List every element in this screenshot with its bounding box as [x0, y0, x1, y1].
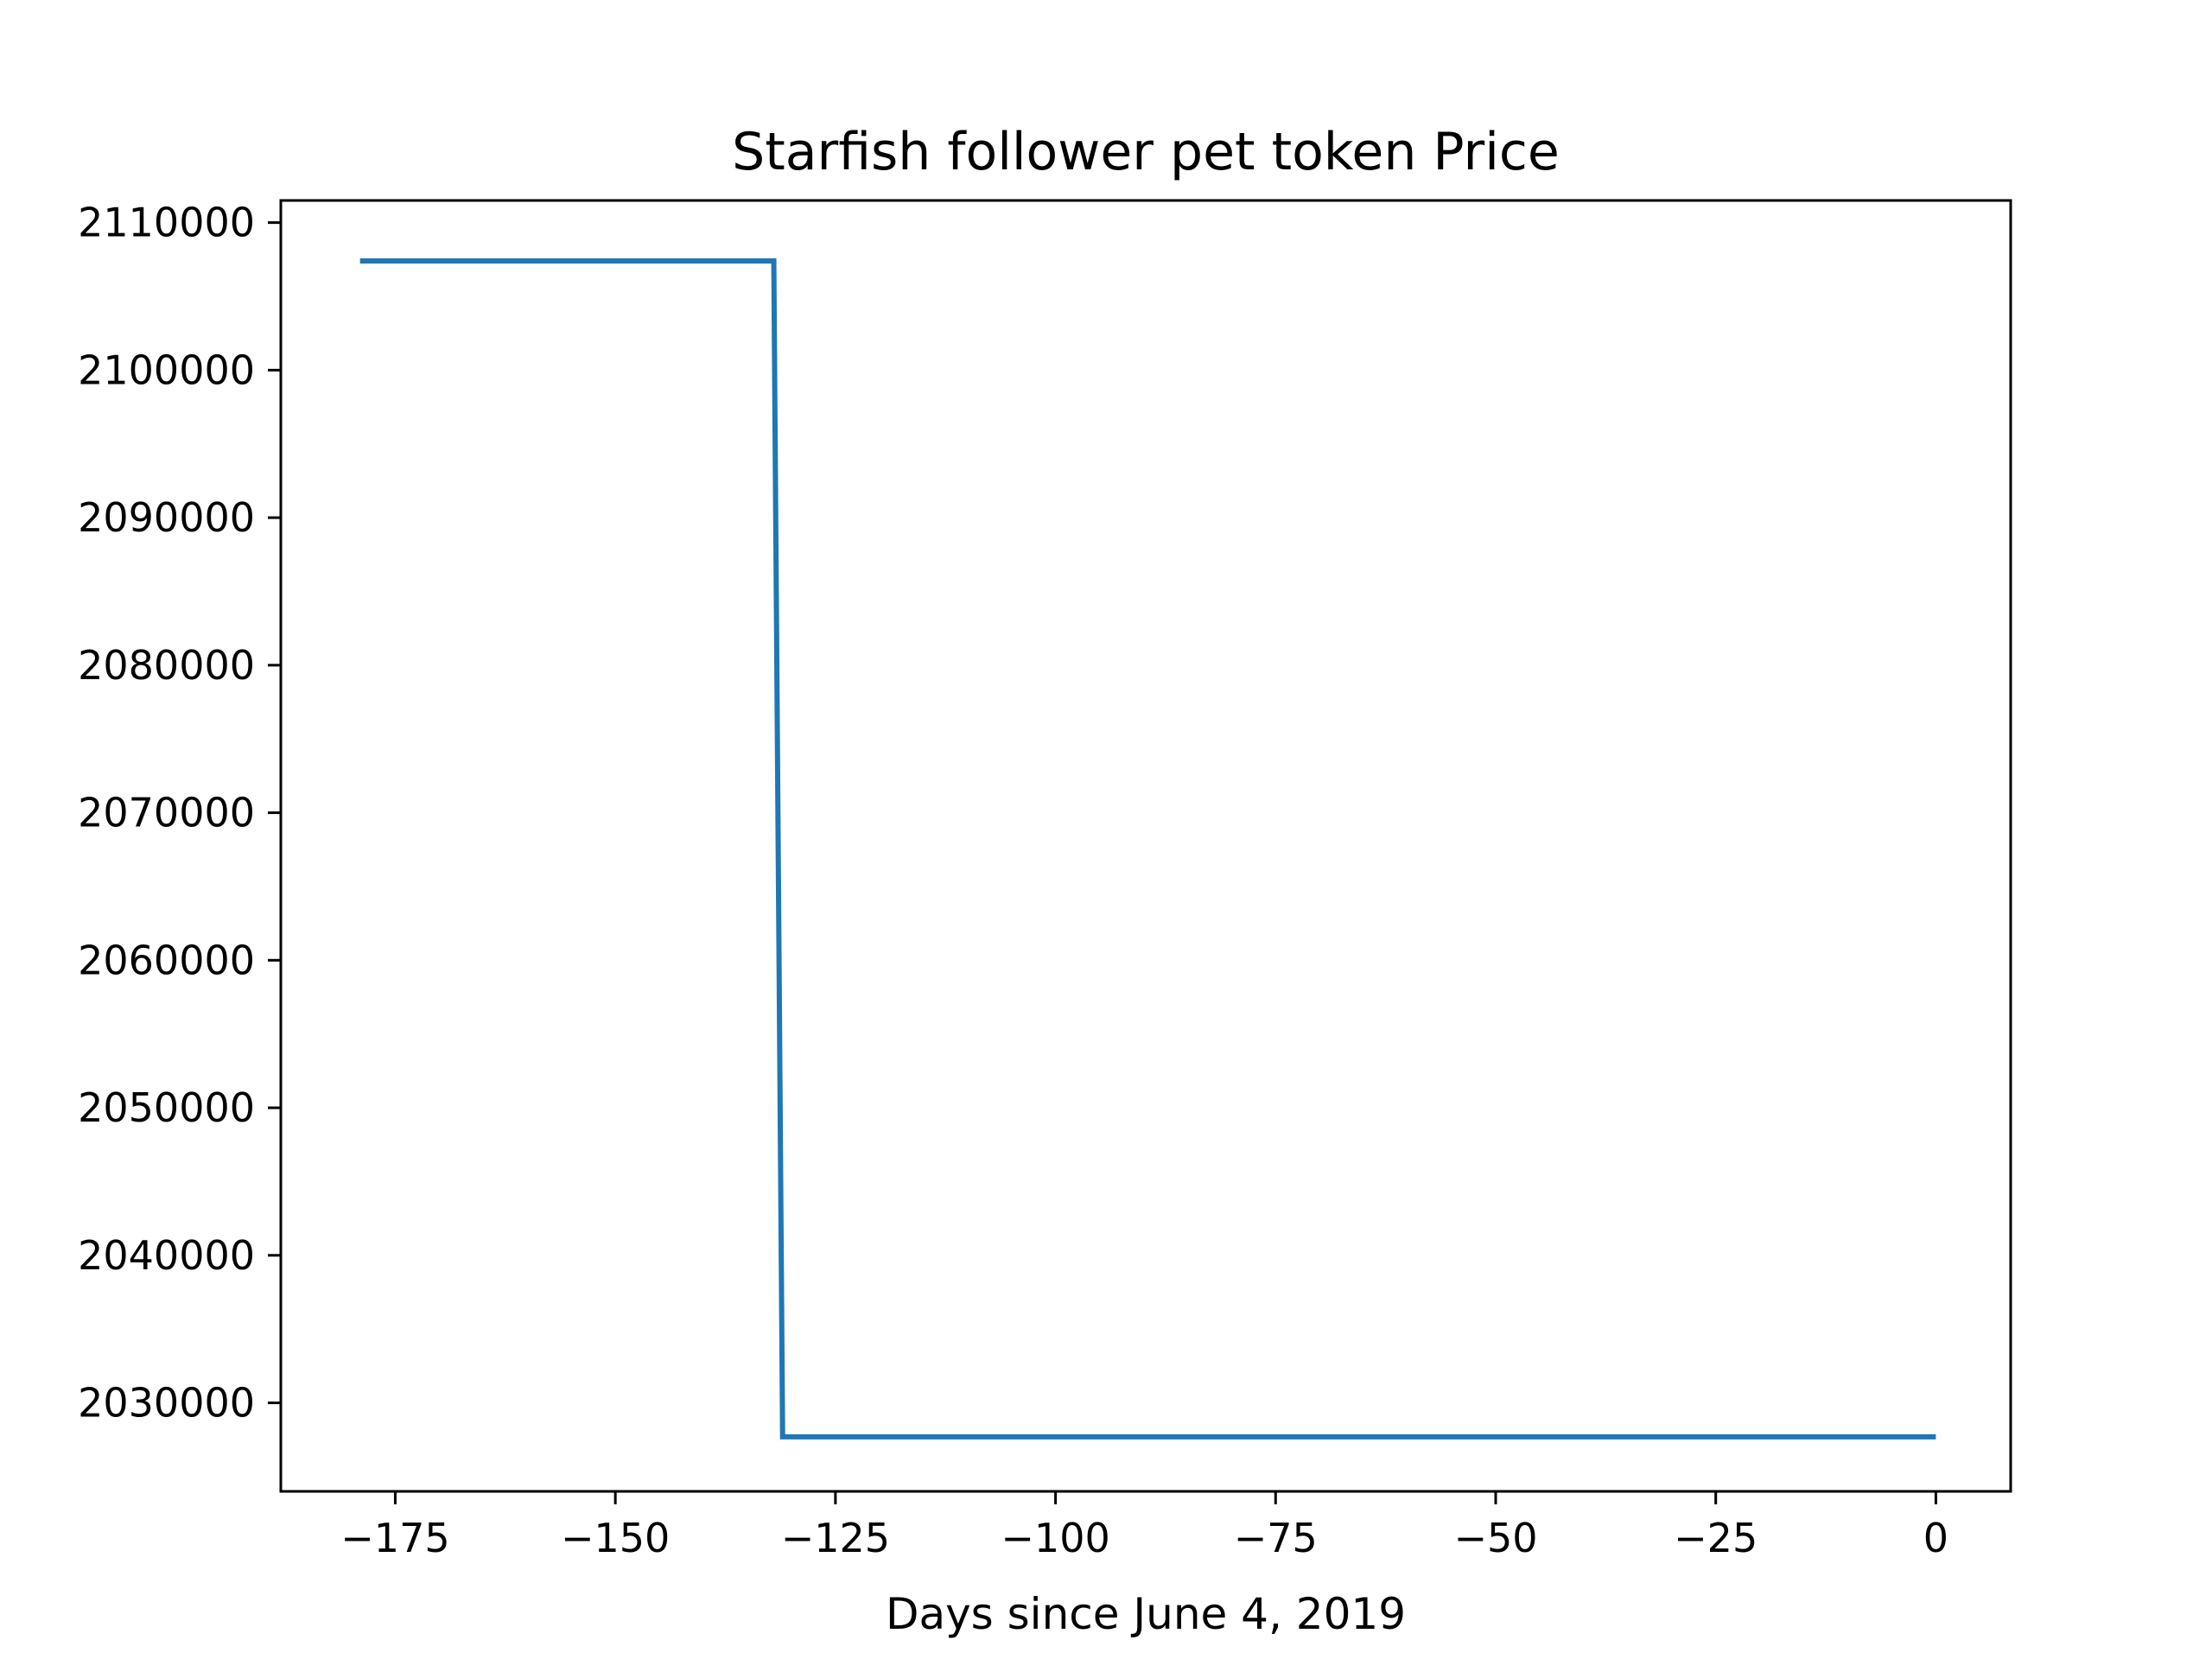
y-tick-label: 2070000 — [78, 790, 255, 836]
x-tick-label: 0 — [1923, 1515, 1948, 1561]
x-tick-label: −25 — [1674, 1515, 1758, 1561]
x-tick-label: −50 — [1453, 1515, 1537, 1561]
y-tick-label: 2090000 — [78, 494, 255, 541]
series-line-1 — [359, 258, 1936, 1440]
x-axis: −175 −150 −125 −100 −75 −50 −25 0 — [340, 1491, 1948, 1561]
x-tick-label: −150 — [561, 1515, 670, 1561]
y-axis: 2030000 2040000 2050000 2060000 2070000 20800… — [78, 200, 281, 1427]
y-tick-label: 2030000 — [78, 1380, 255, 1427]
y-tick-label: 2060000 — [78, 937, 255, 983]
x-tick-label: −125 — [781, 1515, 890, 1561]
y-tick-label: 2040000 — [78, 1232, 255, 1279]
y-tick-label: 2100000 — [78, 346, 255, 393]
x-tick-label: −100 — [1001, 1515, 1109, 1561]
y-tick-label: 2050000 — [78, 1084, 255, 1131]
x-tick-label: −175 — [340, 1515, 449, 1561]
plot-frame — [279, 199, 2012, 1493]
y-tick-label: 2080000 — [78, 642, 255, 689]
x-tick-label: −75 — [1234, 1515, 1318, 1561]
y-tick-label: 2110000 — [78, 200, 255, 246]
plot-area — [359, 258, 1936, 1440]
chart-title: Starfish follower pet token Price — [732, 122, 1560, 182]
x-axis-label: Days since June 4, 2019 — [886, 1589, 1406, 1639]
